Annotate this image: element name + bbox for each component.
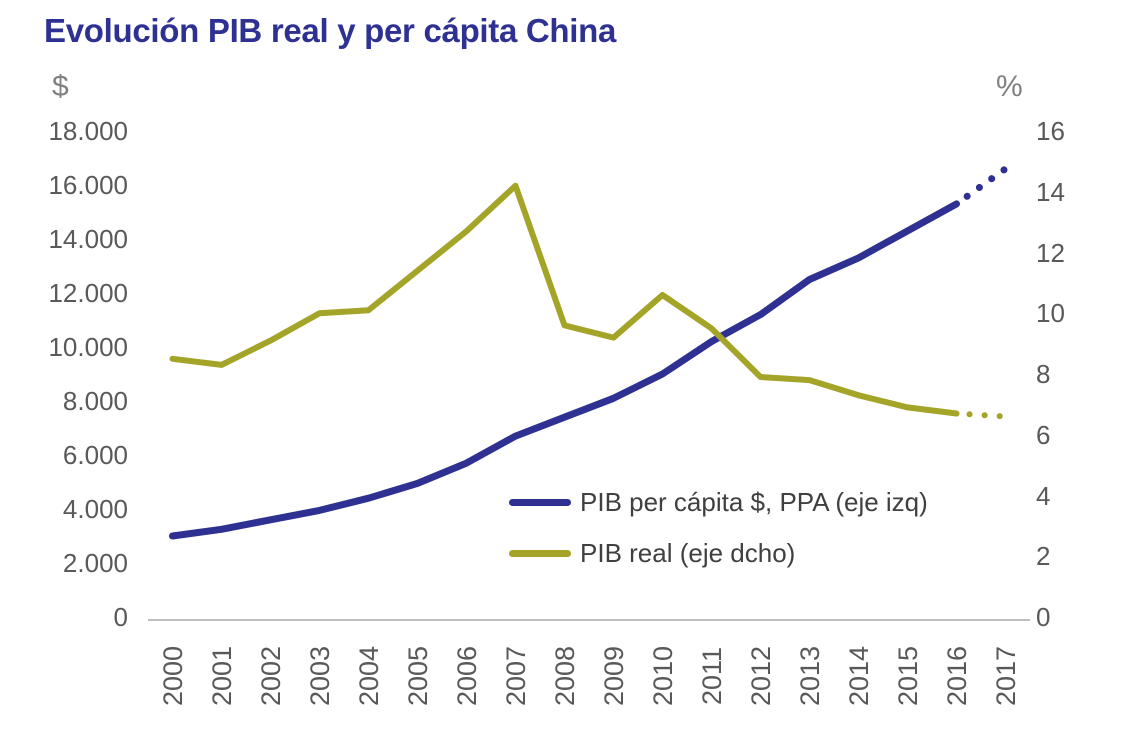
left-axis-tick-label: 10.000	[48, 332, 128, 362]
legend-label-pib-per-capita: PIB per cápita $, PPA (eje izq)	[580, 486, 928, 517]
left-axis-tick-label: 2.000	[62, 548, 128, 578]
left-axis-tick-label: 12.000	[48, 278, 128, 308]
right-axis-tick-label: 10	[1036, 298, 1065, 329]
left-axis-tick-label: 14.000	[48, 224, 128, 254]
right-axis-tick-label: 12	[1036, 237, 1065, 268]
left-axis-tick-label: 0	[113, 602, 128, 632]
x-axis-tick-label: 2000	[157, 645, 188, 707]
right-axis-tick-label: 2	[1036, 541, 1051, 572]
right-axis-tick-label: 4	[1036, 480, 1051, 511]
legend: PIB per cápita $, PPA (eje izq) PIB real…	[509, 486, 928, 569]
x-axis-tick-label: 2006	[451, 645, 482, 707]
line-pib-per-capita-dotted	[963, 165, 1009, 200]
left-axis-tick-label: 8.000	[62, 386, 128, 416]
left-axis-unit-dollar: $	[52, 70, 69, 103]
x-axis-tick-label: 2003	[304, 645, 335, 707]
left-axis-tick-label: 18.000	[48, 116, 128, 146]
x-axis-tick-label: 2007	[500, 645, 531, 707]
x-axis-tick-label: 2009	[598, 645, 629, 707]
right-axis-tick-label: 14	[1036, 176, 1065, 207]
x-axis-tick-label: 2004	[353, 645, 384, 707]
x-axis-tick-label: 2015	[892, 645, 923, 707]
x-axis-tick-label: 2011	[696, 646, 727, 706]
left-axis-tick-label: 4.000	[62, 494, 128, 524]
legend-swatch-1	[509, 549, 571, 557]
right-axis-unit-percent: %	[996, 70, 1023, 103]
left-axis-tick-label: 6.000	[62, 440, 128, 470]
x-axis-tick-label: 2012	[745, 645, 776, 707]
legend-swatch-0	[509, 498, 571, 506]
right-axis-tick-label: 16	[1036, 116, 1065, 146]
x-axis-tick-label: 2001	[206, 645, 237, 707]
right-axis-tick-label: 0	[1036, 602, 1051, 632]
left-axis-tick-label: 16.000	[48, 170, 128, 200]
right-axis-tick-label: 8	[1036, 359, 1051, 389]
x-axis-tick-label: 2002	[255, 645, 286, 707]
x-axis-tick-label: 2005	[402, 645, 433, 707]
line-pib-per-capita	[169, 200, 960, 540]
x-axis-tick-label: 2013	[794, 645, 825, 707]
legend-item-pib-real: PIB real (eje dcho)	[509, 537, 928, 569]
x-axis-tick-label: 2017	[990, 645, 1021, 707]
x-axis-tick-label: 2010	[647, 645, 678, 707]
x-axis-tick-label: 2008	[549, 645, 580, 707]
right-axis-tick-label: 6	[1036, 419, 1051, 450]
line-pib-real-dotted	[966, 411, 1009, 420]
line-pib-real	[169, 182, 960, 417]
legend-item-pib-per-capita: PIB per cápita $, PPA (eje izq)	[509, 486, 928, 518]
chart-title: Evolución PIB real y per cápita China	[44, 12, 617, 49]
legend-label-pib-real: PIB real (eje dcho)	[580, 537, 796, 568]
x-axis-tick-label: 2016	[941, 645, 972, 707]
x-axis-tick-label: 2014	[843, 645, 874, 707]
